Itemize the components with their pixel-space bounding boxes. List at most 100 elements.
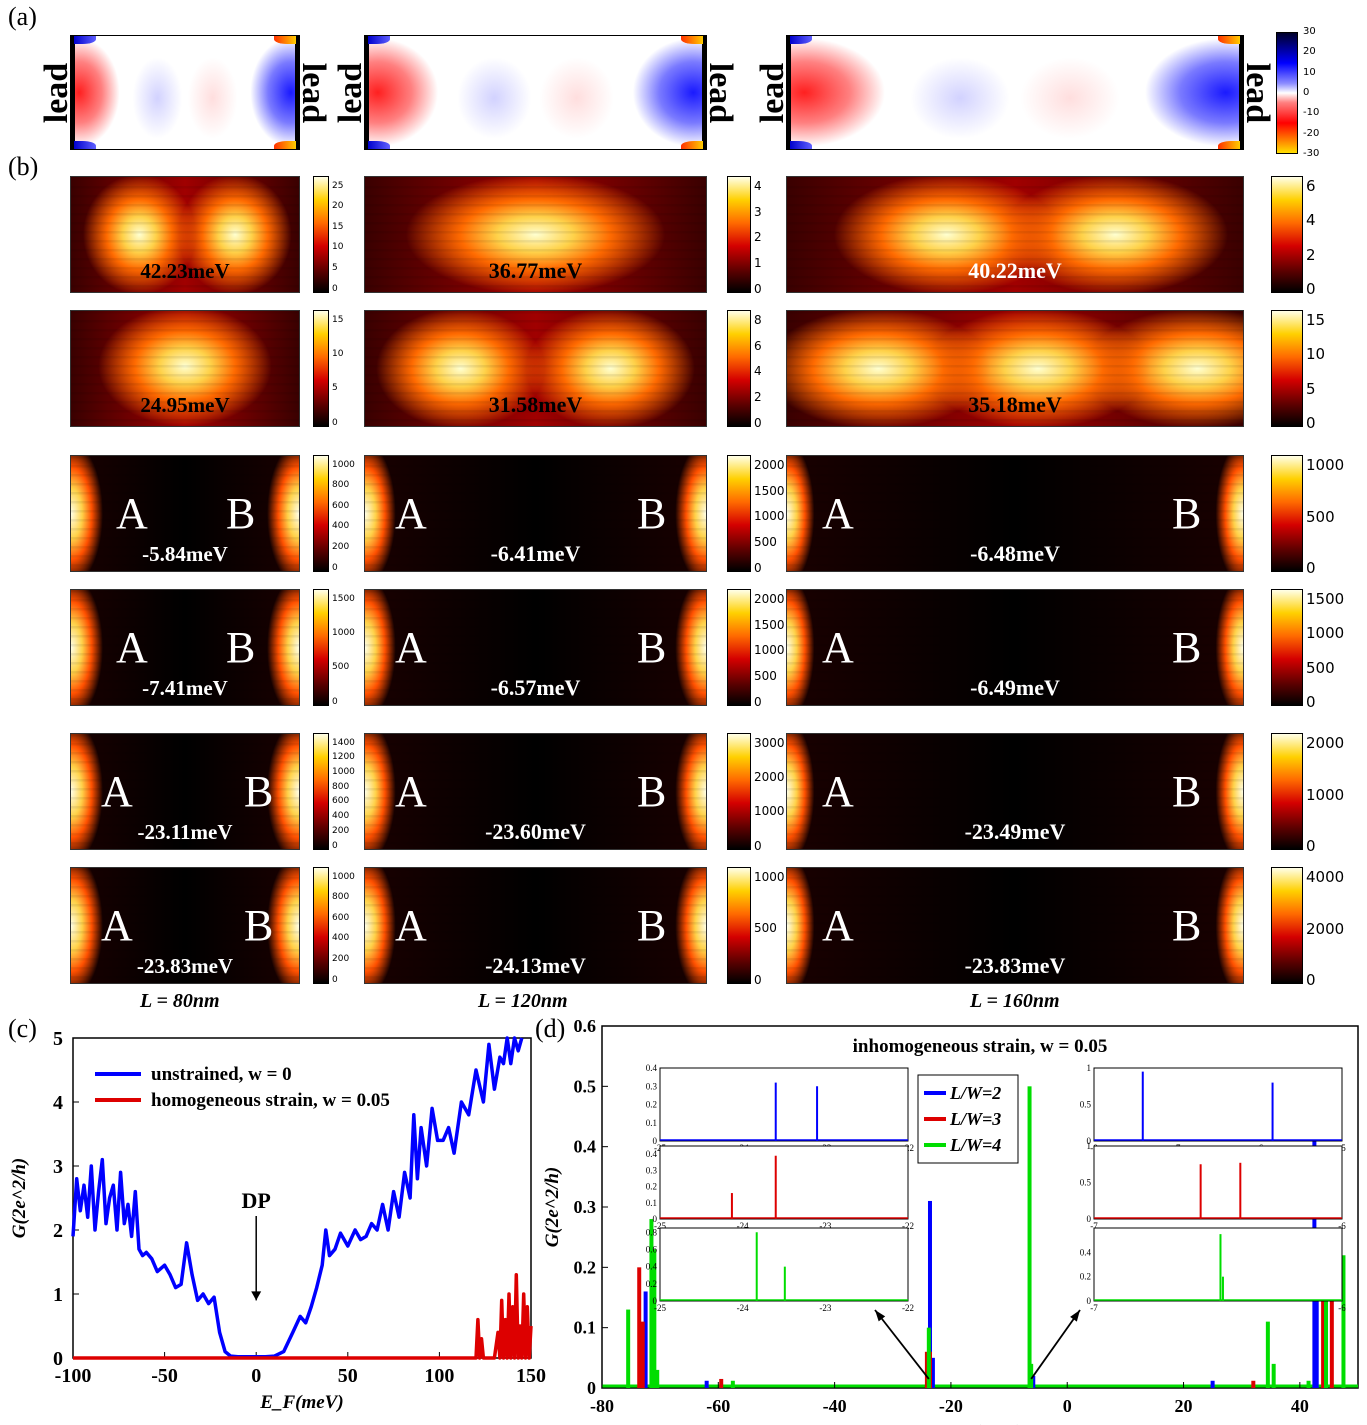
heatmap-r4-c3: -6.49meV A B: [786, 589, 1244, 706]
colorbar-tick: 1: [754, 256, 762, 271]
panel-label-c: (c): [8, 1014, 37, 1043]
site-label-a: A: [395, 767, 427, 816]
y-tick-label: 0.1: [574, 1318, 597, 1338]
corner-yellow: [1218, 141, 1240, 149]
colorbar-tick: 0: [332, 840, 338, 851]
x-tick-label: -20: [939, 1396, 963, 1416]
arrow-right: [1030, 1309, 1081, 1380]
heatmap-r5-c2: -23.60meV A B: [364, 733, 707, 850]
series-line-1: [71, 1036, 524, 1359]
colorbar-a-tick: 20: [1303, 46, 1316, 58]
colorbar-a: [1276, 32, 1298, 154]
colorbar-r6-c2: [727, 867, 751, 984]
colorbar-tick: 2000: [754, 591, 785, 606]
x-tick-label: -100: [55, 1365, 92, 1387]
inset-4: -8-7-6-500.51: [1080, 1063, 1346, 1153]
colorbar-r4-c3: [1271, 589, 1303, 706]
bar-2: [1251, 1380, 1256, 1388]
x-tick-label: 150: [516, 1365, 546, 1387]
site-label-a: A: [822, 623, 854, 672]
lead-label-left: lead: [754, 62, 791, 123]
x-tick-label: -40: [823, 1396, 847, 1416]
colorbar-tick: 400: [332, 811, 350, 822]
colorbar-tick: 200: [332, 954, 350, 964]
site-label-a: A: [822, 767, 854, 816]
colorbar-tick: 5: [1306, 379, 1316, 398]
corner-blue: [790, 141, 812, 149]
site-label-b: B: [244, 901, 274, 950]
colorbar-r3-c1: [313, 455, 329, 572]
strain-map-1: [70, 35, 300, 150]
energy-label: -23.83meV: [136, 954, 234, 978]
colorbar-tick: 1000: [332, 767, 355, 778]
colorbar-r2-c2: [727, 310, 751, 427]
colorbar-tick: 0: [1306, 837, 1316, 855]
y-tick-label: 0.5: [574, 1076, 597, 1096]
colorbar-tick: 400: [332, 521, 350, 532]
corner-blue: [74, 141, 96, 149]
colorbar-tick: 1000: [332, 871, 355, 882]
colorbar-tick: 200: [332, 825, 350, 836]
colorbar-tick: 800: [332, 480, 350, 491]
colorbar-tick: 2000: [754, 770, 785, 785]
site-label-b: B: [1172, 901, 1202, 950]
colorbar-tick: 4000: [1306, 868, 1345, 886]
arrow-right-head: [1070, 1310, 1080, 1322]
bar-2: [1321, 1261, 1326, 1388]
colorbar-tick: 10: [332, 348, 344, 359]
bar-3: [1271, 1363, 1276, 1388]
colorbar-tick: 0: [754, 972, 762, 987]
inset-y-tick-label: 0: [1087, 1296, 1092, 1306]
inset-y-tick-label: 0: [653, 1214, 658, 1224]
colorbar-tick: 1000: [754, 804, 785, 819]
colorbar-tick: 4: [754, 364, 762, 379]
dp-arrow-head: [251, 1291, 262, 1301]
lead-edge-left: [70, 36, 75, 149]
colorbar-a-tick: -20: [1303, 127, 1320, 139]
y-tick-label: 0.4: [574, 1137, 597, 1157]
lead-label-right: lead: [1239, 62, 1276, 123]
colorbar-tick: 2000: [1306, 919, 1345, 938]
x-tick-label: 0: [1063, 1396, 1072, 1416]
corner-yellow: [681, 141, 703, 149]
energy-label: 24.95meV: [140, 393, 230, 417]
y-tick-label: 0.2: [574, 1257, 597, 1277]
bar-3: [626, 1309, 631, 1388]
inset-x-tick-label: -7: [1090, 1221, 1098, 1231]
colorbar-r2-c3: [1271, 310, 1303, 427]
colorbar-tick: 800: [332, 892, 350, 903]
inset-y-tick-label: 0.2: [646, 1182, 657, 1192]
heatmap-r6-c3: -23.83meV A B: [786, 867, 1244, 984]
colorbar-tick: 500: [754, 669, 777, 684]
dp-annotation: DP: [242, 1188, 271, 1213]
colorbar-tick: 1400: [332, 737, 355, 748]
colorbar-tick: 15: [332, 314, 344, 325]
inset-x-tick-label: -25: [654, 1221, 666, 1231]
energy-label: 35.18meV: [968, 392, 1062, 417]
bar-1: [930, 1357, 935, 1388]
inset-x-tick-label: -23: [819, 1303, 831, 1313]
x-tick-label: 20: [1175, 1396, 1193, 1416]
corner-blue: [368, 36, 390, 44]
y-tick-label: 4: [53, 1092, 63, 1114]
x-tick-label: -80: [590, 1396, 614, 1416]
x-axis-label: E_F(meV): [259, 1392, 343, 1413]
site-label-b: B: [244, 767, 274, 816]
colorbar-tick: 4: [1306, 211, 1316, 230]
lead-label-right: lead: [702, 62, 739, 123]
x-tick-label: 0: [251, 1365, 261, 1387]
series-line-2: [73, 1273, 533, 1360]
colorbar-tick: 600: [332, 500, 350, 511]
bar-3: [1265, 1321, 1270, 1388]
colorbar-r6-c3: [1271, 867, 1303, 984]
colorbar-tick: 500: [1306, 507, 1335, 526]
column-label-80: L = 80nm: [140, 990, 220, 1012]
bar-3: [730, 1380, 735, 1388]
y-axis-label: G(2e^2/h): [9, 1158, 30, 1238]
inset-y-tick-label: 0.4: [646, 1063, 658, 1073]
inset-frame: [1093, 1227, 1343, 1302]
heatmap-r3-c2: -6.41meV A B: [364, 455, 707, 572]
colorbar-r1-c1: [313, 176, 329, 293]
y-tick-label: 3: [53, 1156, 63, 1178]
